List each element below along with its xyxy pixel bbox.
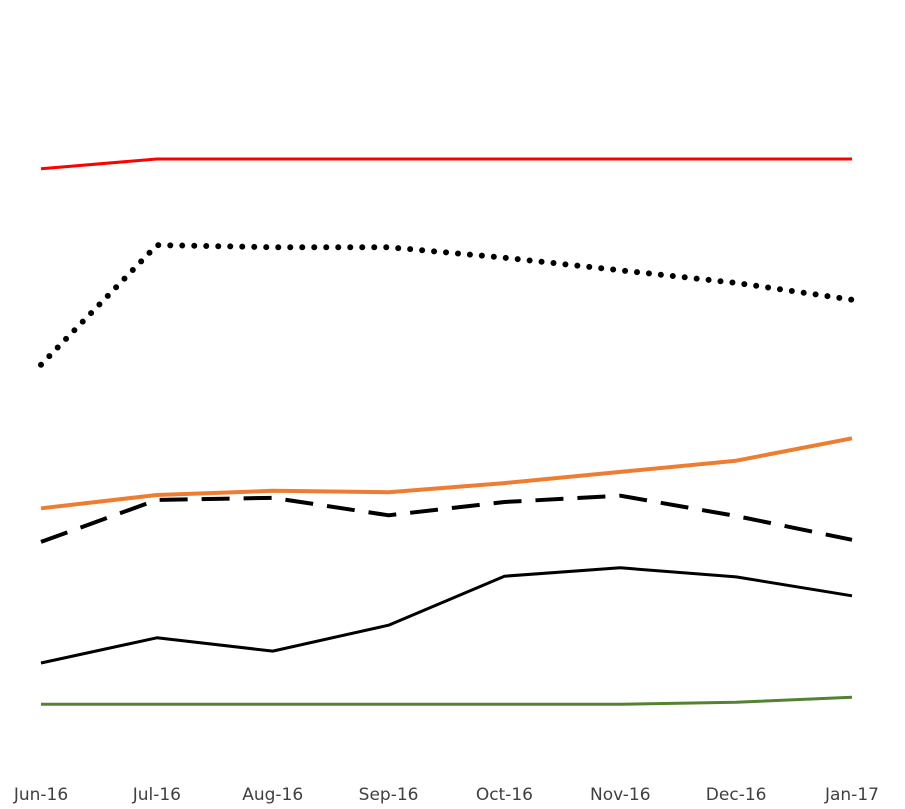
x-tick-label: Jul-16 (132, 785, 181, 805)
x-tick-label: Aug-16 (242, 785, 303, 805)
line-series (40, 493, 853, 544)
x-tick-label: Dec-16 (706, 785, 767, 805)
x-tick-label: Sep-16 (359, 785, 419, 805)
line-series (40, 566, 853, 665)
line-series (38, 242, 855, 368)
line-series (41, 695, 853, 706)
x-tick-label: Jun-16 (13, 785, 68, 805)
x-tick-label: Oct-16 (476, 785, 533, 805)
line-series (40, 436, 853, 511)
x-tick-label: Nov-16 (590, 785, 651, 805)
line-series (40, 157, 852, 171)
x-tick-label: Jan-17 (824, 785, 879, 805)
